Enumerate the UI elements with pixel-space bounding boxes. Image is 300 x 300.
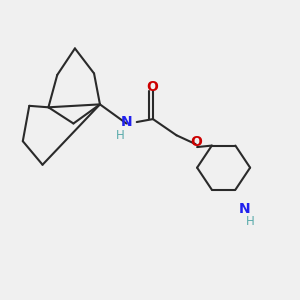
Text: O: O (190, 135, 202, 149)
Text: H: H (246, 215, 254, 228)
Text: H: H (116, 129, 124, 142)
Text: O: O (146, 80, 158, 94)
Text: N: N (121, 115, 132, 129)
Text: N: N (238, 202, 250, 216)
